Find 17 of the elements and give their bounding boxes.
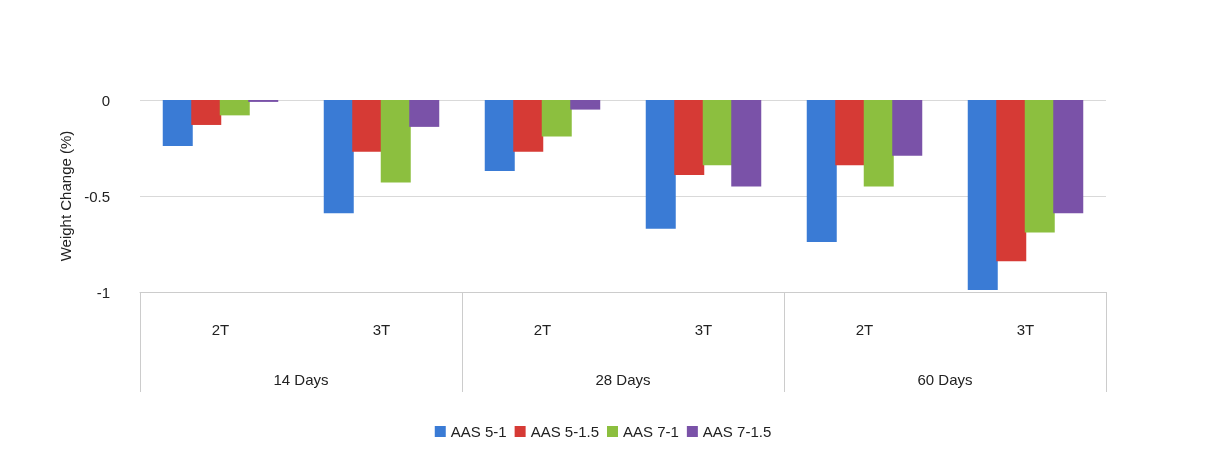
text: 14 Days: [273, 371, 329, 388]
legend-label: AAS 5-1.5: [530, 423, 599, 440]
y-axis-title: Weight Change (%): [57, 130, 75, 262]
text: 60 Days: [917, 371, 973, 388]
y-tick-label: -0.5: [84, 187, 110, 205]
x-tick-label: 3T: [694, 321, 713, 338]
legend-label: AAS 7-1.5: [702, 423, 772, 440]
x-tick-label: 3T: [372, 321, 391, 338]
text: 28 Days: [595, 371, 651, 388]
x-tick-label: 2T: [211, 321, 230, 338]
x-tick-label: 3T: [1016, 321, 1035, 338]
legend-label: AAS 5-1: [450, 423, 507, 440]
x-tick-label: 2T: [855, 321, 874, 338]
y-tick-label: 0: [101, 91, 110, 109]
x-tick-label: 2T: [533, 321, 552, 338]
y-tick-label: -1: [96, 283, 110, 301]
legend-label: AAS 7-1: [623, 423, 679, 440]
